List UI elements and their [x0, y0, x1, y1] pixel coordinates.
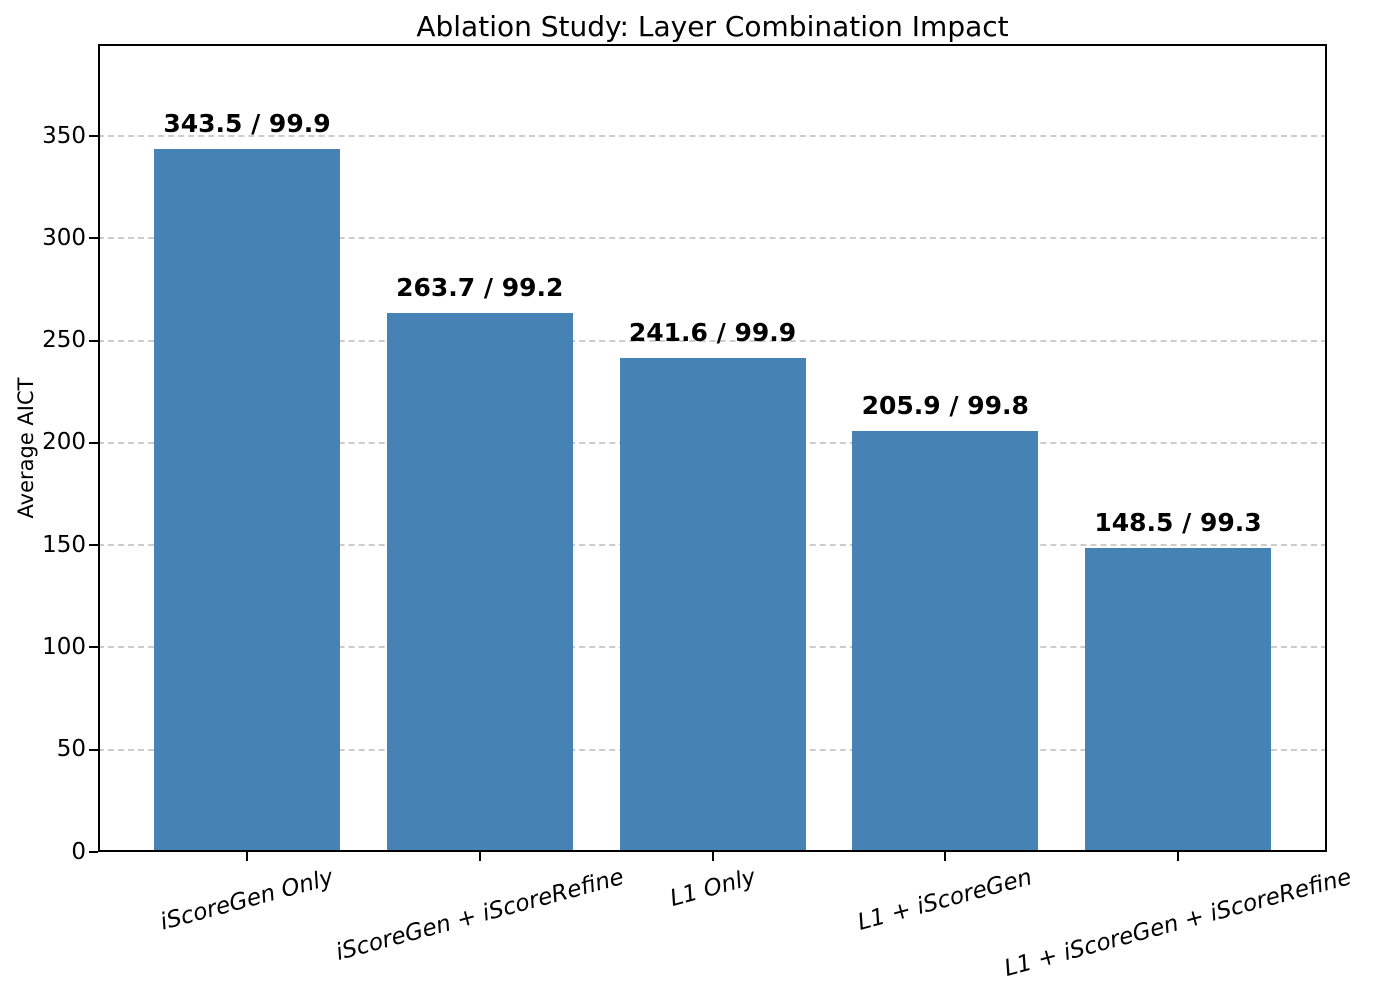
y-tick-label: 250: [42, 327, 86, 354]
y-tick-mark: [89, 646, 98, 649]
y-tick-label: 100: [42, 633, 86, 660]
x-tick-mark: [245, 852, 248, 861]
bar: [619, 357, 806, 852]
gridline: [98, 237, 1327, 240]
x-tick-label: L1 + iScoreGen + iScoreRefine: [1001, 863, 1355, 982]
y-tick-mark: [89, 851, 98, 853]
bar-value-label: 241.6 / 99.9: [628, 317, 797, 347]
y-tick-mark: [89, 135, 98, 138]
chart-title: Ablation Study: Layer Combination Impact: [416, 10, 1009, 43]
bar-value-label: 343.5 / 99.9: [163, 109, 331, 139]
x-tick-mark: [944, 852, 947, 861]
bar: [1085, 548, 1272, 852]
bar: [852, 430, 1039, 852]
x-tick-mark: [478, 852, 481, 861]
gridline: [98, 339, 1327, 342]
y-tick-label: 0: [71, 838, 86, 865]
x-tick-mark: [1177, 852, 1180, 861]
y-tick-mark: [89, 441, 98, 444]
y-tick-mark: [89, 339, 98, 342]
y-tick-label: 300: [42, 224, 86, 251]
x-tick-label: iScoreGen + iScoreRefine: [332, 864, 627, 966]
y-tick-label: 350: [42, 122, 86, 149]
bar-value-label: 205.9 / 99.8: [861, 390, 1029, 420]
x-tick-label: iScoreGen Only: [157, 864, 337, 936]
x-tick-label: L1 + iScoreGen: [855, 863, 1036, 936]
bar-value-label: 263.7 / 99.2: [396, 272, 564, 302]
x-tick-mark: [711, 852, 714, 861]
bar: [153, 149, 340, 852]
bar-value-label: 148.5 / 99.3: [1094, 508, 1262, 538]
y-tick-label: 200: [42, 429, 86, 456]
y-tick-mark: [89, 544, 98, 547]
y-tick-mark: [89, 748, 98, 751]
bar: [386, 312, 573, 852]
y-tick-label: 150: [42, 531, 86, 558]
y-tick-mark: [89, 237, 98, 240]
x-tick-label: L1 Only: [666, 863, 758, 912]
gridline: [98, 135, 1327, 138]
y-tick-label: 50: [56, 736, 86, 763]
